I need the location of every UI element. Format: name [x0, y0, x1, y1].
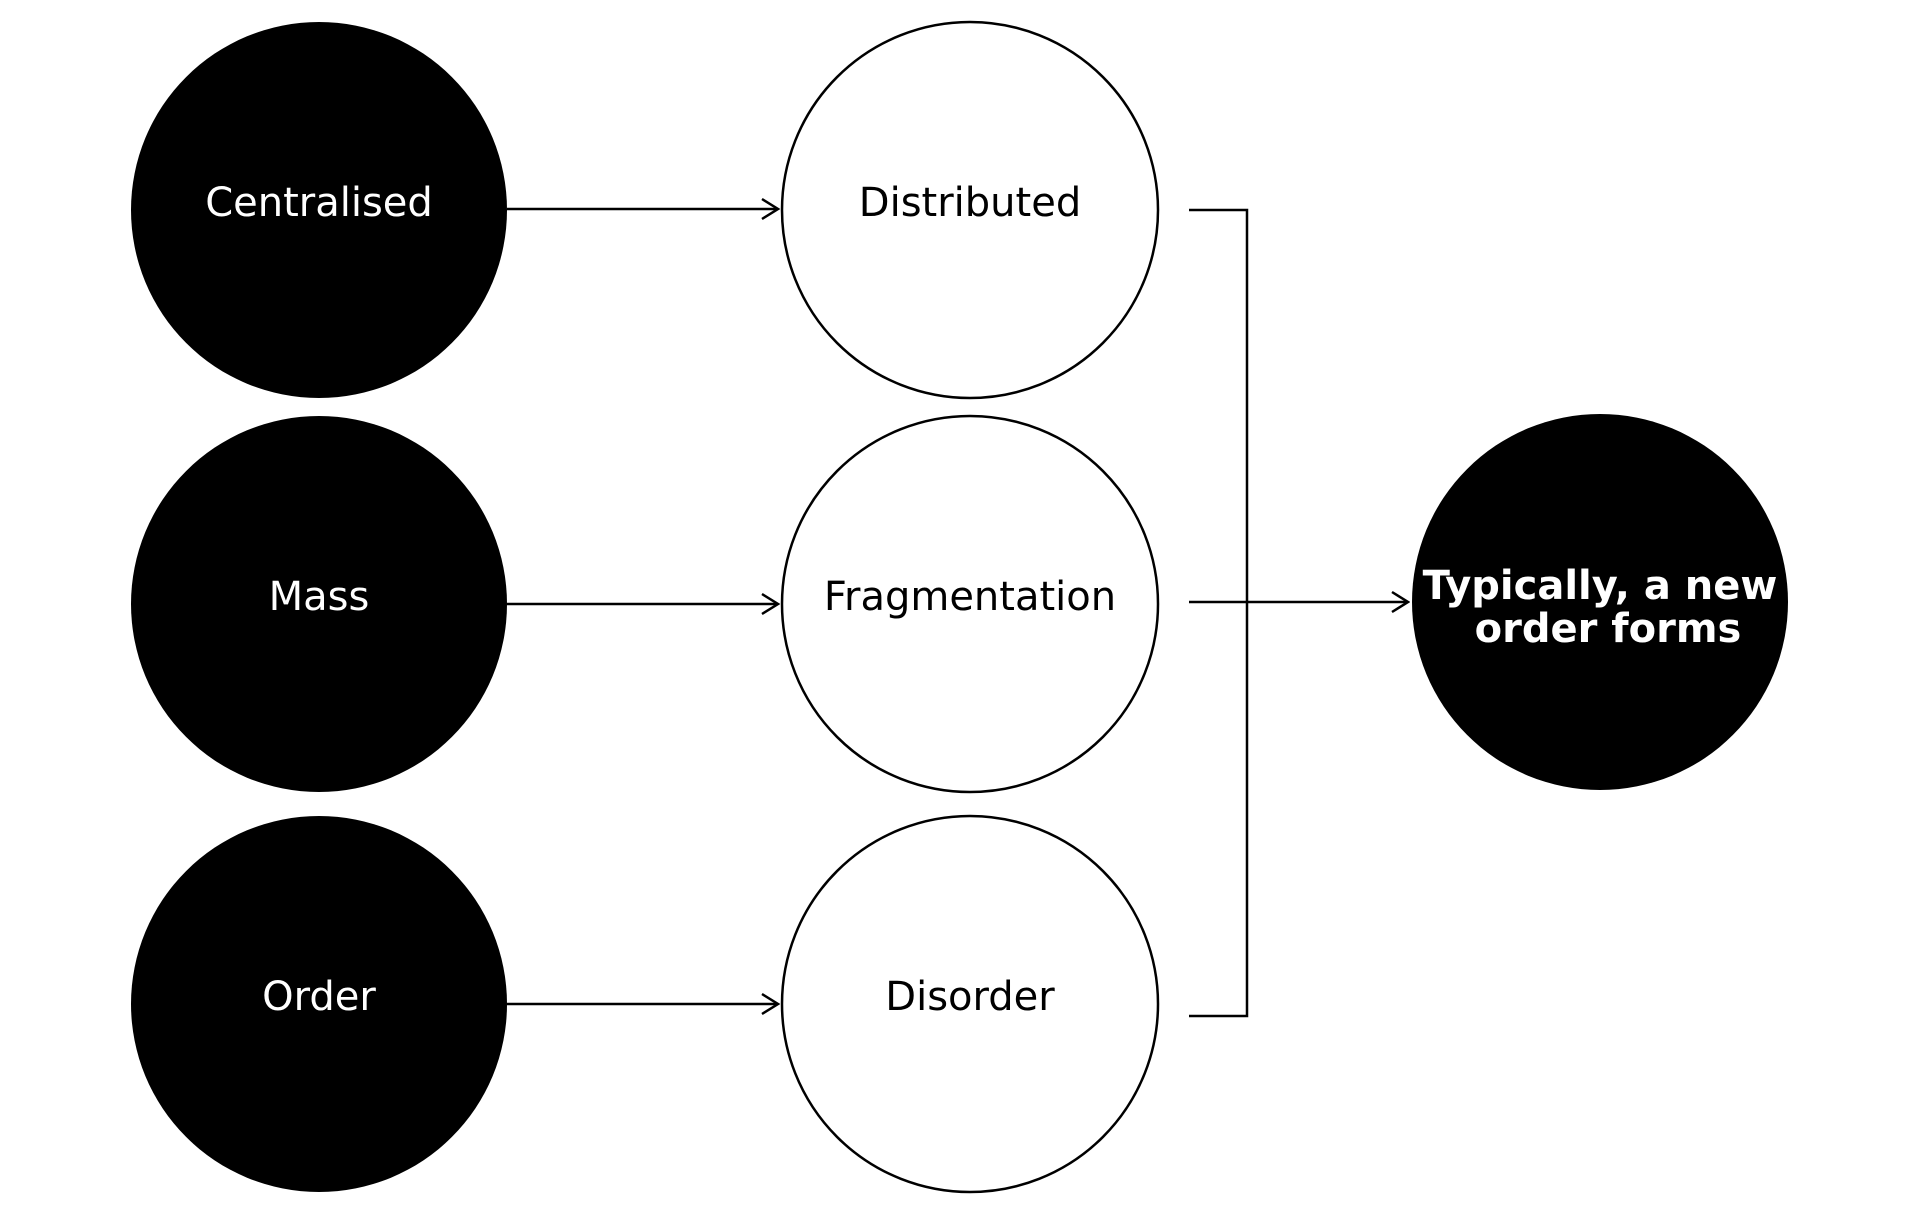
node-centralised: Centralised	[131, 22, 507, 398]
node-label: Centralised	[205, 180, 433, 226]
node-distributed: Distributed	[780, 20, 1160, 400]
node-label: Mass	[269, 574, 370, 620]
node-label: Disorder	[885, 974, 1055, 1020]
node-mass: Mass	[131, 416, 507, 792]
result-line-1: Typically, a new	[1423, 563, 1778, 609]
node-disorder: Disorder	[780, 814, 1160, 1194]
result-line-2: order forms	[1475, 606, 1742, 652]
node-label: Fragmentation	[824, 574, 1116, 620]
node-fragmentation: Fragmentation	[780, 414, 1160, 794]
bracket-connector	[1189, 208, 1249, 1018]
node-label: Order	[262, 974, 376, 1020]
node-result: Typically, a new order forms	[1412, 414, 1788, 790]
node-order: Order	[131, 816, 507, 1192]
node-label: Distributed	[859, 180, 1081, 226]
